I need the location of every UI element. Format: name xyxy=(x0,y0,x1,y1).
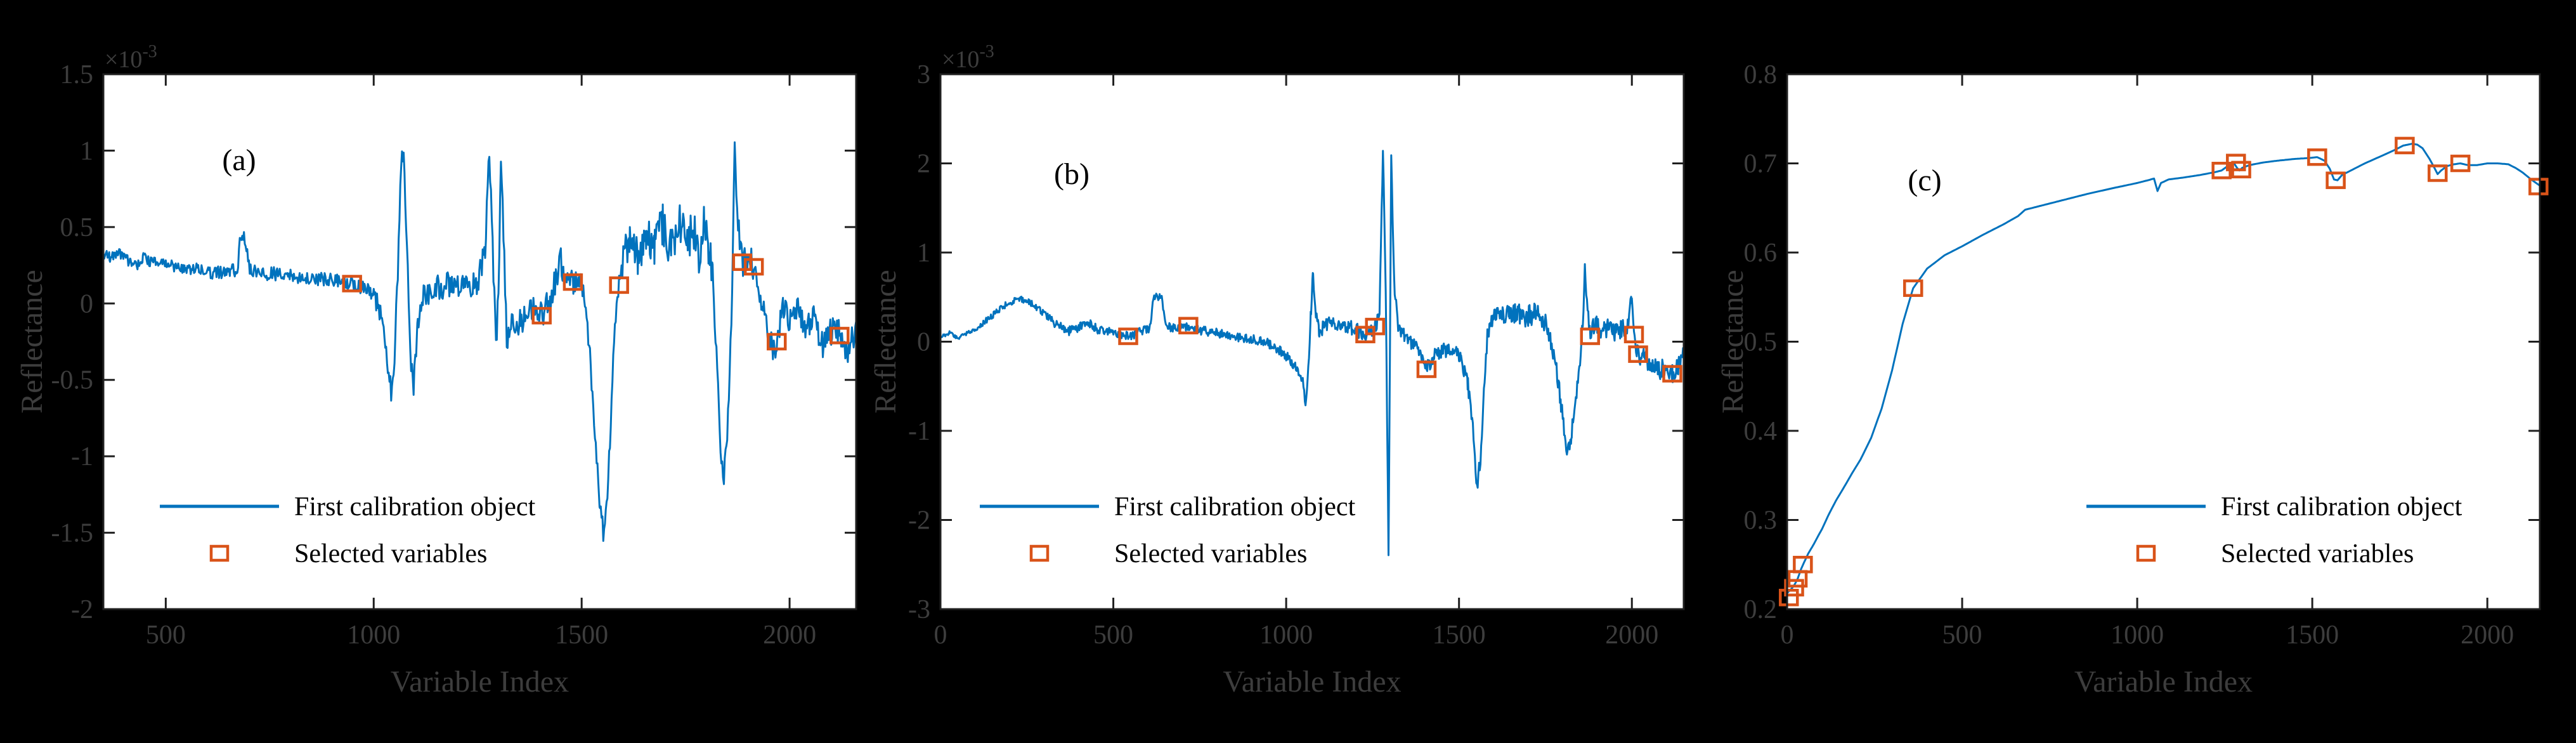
y-axis-label: Reflectance xyxy=(1716,270,1750,414)
x-tick-label: 1500 xyxy=(1433,621,1486,650)
y-tick-label: 1.5 xyxy=(60,60,94,89)
legend-c: First calibration object Selected variabl… xyxy=(2086,492,2462,569)
plot-area-c xyxy=(1787,74,2540,609)
axes-box-a xyxy=(102,73,857,610)
selected-variable-marker xyxy=(1178,317,1199,334)
legend-marker-sample xyxy=(1029,544,1050,562)
y-tick-label: 0.6 xyxy=(1744,239,1778,268)
selected-variable-marker xyxy=(1662,365,1682,383)
y-tick-label: 0.4 xyxy=(1744,417,1778,446)
selected-variable-marker xyxy=(1784,579,1804,597)
x-tick-label: 0 xyxy=(1781,621,1794,650)
y-tick-label: -1 xyxy=(908,417,930,446)
selected-variable-marker xyxy=(2231,161,2251,179)
x-tick-label: 2000 xyxy=(2461,621,2514,650)
legend-b: First calibration object Selected variabl… xyxy=(980,492,1356,569)
y-tick-label: 1 xyxy=(917,239,930,268)
x-tick-label: 1500 xyxy=(2286,621,2339,650)
panel-letter-a: (a) xyxy=(222,143,256,177)
selected-variable-marker xyxy=(2428,164,2448,182)
legend-marker-label: Selected variables xyxy=(294,539,487,569)
legend-marker-label: Selected variables xyxy=(2221,539,2414,569)
panel-a: 500 1000 1500 2000 1.5 1 0.5 0 -0.5 -1 -1.5 -2 ×10-3… xyxy=(15,42,857,699)
calibration-line-c xyxy=(1787,143,2540,594)
selected-variable-marker xyxy=(766,332,787,351)
panel-letter-c: (c) xyxy=(1908,164,1941,197)
x-axis-label: Variable Index xyxy=(391,665,569,699)
x-tick-label: 500 xyxy=(1093,621,1133,650)
y-tick-label: 2 xyxy=(917,150,930,179)
y-axis-label: Reflectance xyxy=(15,270,49,414)
x-tick-label: 0 xyxy=(934,621,947,650)
y-tick-label: -2 xyxy=(908,506,930,536)
selected-variable-marker xyxy=(1623,325,1644,344)
y-tick-label: 0.3 xyxy=(1744,506,1778,536)
legend-line-label: First calibration object xyxy=(2221,492,2462,522)
x-tick-label: 2000 xyxy=(763,621,816,650)
x-axis-label: Variable Index xyxy=(2074,665,2253,699)
y-tick-label: -1.5 xyxy=(51,519,94,548)
selected-variable-marker xyxy=(732,253,753,272)
selected-variable-marker xyxy=(1365,317,1385,336)
selected-variable-marker xyxy=(609,276,629,294)
selected-variable-marker xyxy=(2528,178,2549,195)
y-tick-label: 0.2 xyxy=(1744,595,1778,624)
panel-b: 0 500 1000 1500 2000 3 2 1 0 -1 -2 -3 ×10-3 Variable … xyxy=(869,42,1685,699)
selected-variable-marker xyxy=(2326,171,2346,189)
selected-variable-marker xyxy=(1416,360,1437,378)
legend-marker-label: Selected variables xyxy=(1114,539,1307,569)
y-tick-label: 0.7 xyxy=(1744,150,1778,179)
selected-variable-marker xyxy=(1903,279,1923,297)
selected-variable-marker xyxy=(743,258,764,276)
selected-variable-marker xyxy=(2307,148,2327,166)
y-tick-label: 3 xyxy=(917,60,930,89)
selected-variable-marker xyxy=(1628,345,1648,363)
x-tick-label: 2000 xyxy=(1605,621,1658,650)
y-axis-exponent: ×10-3 xyxy=(942,42,994,73)
legend-a: First calibration object Selected variabl… xyxy=(160,492,536,569)
y-tick-label: 1 xyxy=(80,136,93,166)
calibration-line-b xyxy=(940,150,1684,556)
selected-variable-marker xyxy=(2450,154,2471,173)
x-tick-label: 500 xyxy=(1942,621,1982,650)
selected-variable-marker xyxy=(1580,327,1601,345)
x-tick-label: 1000 xyxy=(2111,621,2164,650)
panel-c: 0 500 1000 1500 2000 0.8 0.7 0.6 0.5 0.4 0.3 0.2 Var… xyxy=(1716,60,2549,699)
selected-variable-marker xyxy=(563,273,583,291)
selected-variable-marker xyxy=(342,275,362,293)
legend-line-label: First calibration object xyxy=(294,492,536,522)
y-tick-label: 0 xyxy=(80,289,93,319)
x-tick-label: 500 xyxy=(146,621,186,650)
legend-marker-sample xyxy=(209,544,230,562)
x-tick-label: 1000 xyxy=(347,621,400,650)
y-tick-label: 0 xyxy=(917,328,930,357)
selected-variable-marker xyxy=(829,327,850,345)
panel-letter-b: (b) xyxy=(1054,157,1090,191)
legend-marker-sample xyxy=(2136,544,2156,562)
y-tick-label: -1 xyxy=(71,442,93,471)
y-tick-label: 0.5 xyxy=(1744,328,1778,357)
y-axis-label: Reflectance xyxy=(869,270,902,414)
y-tick-label: -3 xyxy=(908,595,930,624)
y-tick-label: 0.8 xyxy=(1744,60,1778,89)
y-tick-label: 0.5 xyxy=(60,213,94,242)
y-axis-exponent: ×10-3 xyxy=(105,42,157,73)
x-tick-label: 1500 xyxy=(555,621,608,650)
x-axis-label: Variable Index xyxy=(1223,665,1401,699)
y-tick-label: -0.5 xyxy=(51,366,94,395)
x-tick-label: 1000 xyxy=(1259,621,1313,650)
selected-variable-marker xyxy=(1779,588,1799,607)
legend-line-label: First calibration object xyxy=(1114,492,1356,522)
calibration-line-a xyxy=(103,141,856,542)
selected-variable-marker xyxy=(531,306,552,325)
selected-variable-marker xyxy=(1118,327,1138,345)
plot-area-b xyxy=(940,74,1684,609)
selected-variable-marker xyxy=(2395,136,2415,155)
plot-area-a xyxy=(103,74,856,609)
y-tick-label: -2 xyxy=(71,595,93,624)
selected-variable-marker xyxy=(1793,556,1813,574)
